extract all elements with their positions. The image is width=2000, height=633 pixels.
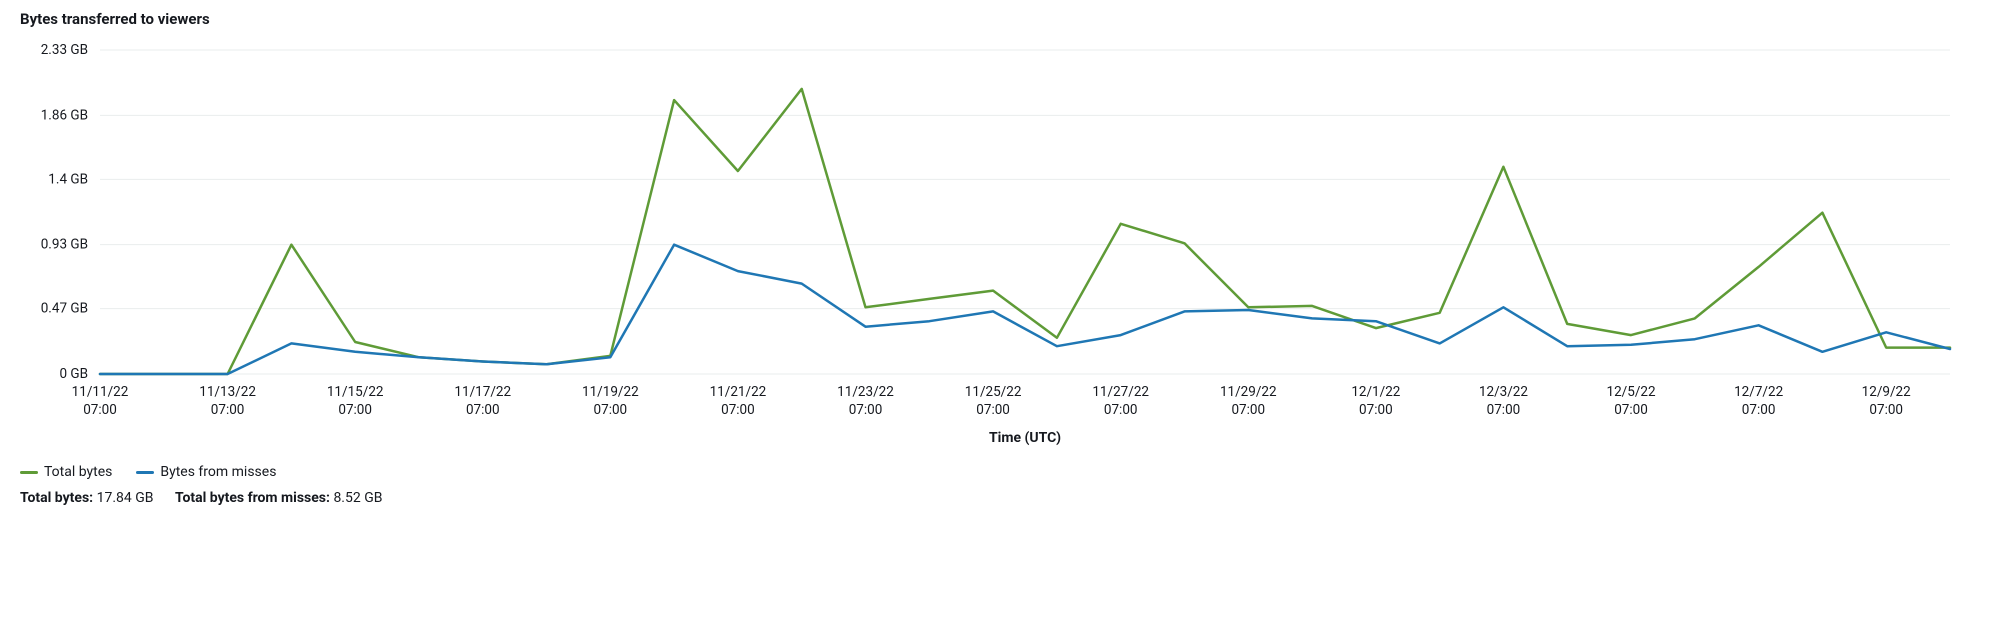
- summary-total-bytes-label: Total bytes:: [20, 490, 93, 506]
- svg-text:11/25/2207:00: 11/25/2207:00: [965, 384, 1022, 418]
- svg-text:12/7/2207:00: 12/7/2207:00: [1734, 384, 1783, 418]
- legend-label: Bytes from misses: [160, 464, 276, 480]
- chart-title: Bytes transferred to viewers: [20, 10, 1980, 28]
- chart-summary: Total bytes: 17.84 GB Total bytes from m…: [20, 490, 1980, 506]
- chart-legend: Total bytes Bytes from misses: [20, 464, 1980, 480]
- svg-text:11/11/2207:00: 11/11/2207:00: [72, 384, 129, 418]
- svg-text:11/27/2207:00: 11/27/2207:00: [1092, 384, 1149, 418]
- legend-swatch: [20, 471, 38, 474]
- legend-label: Total bytes: [44, 464, 112, 480]
- svg-text:Time (UTC): Time (UTC): [989, 430, 1061, 446]
- svg-text:0.47 GB: 0.47 GB: [41, 301, 88, 317]
- svg-text:2.33 GB: 2.33 GB: [41, 42, 88, 58]
- summary-total-bytes-value: 17.84 GB: [97, 490, 154, 506]
- svg-text:12/1/2207:00: 12/1/2207:00: [1351, 384, 1400, 418]
- chart-svg: 0 GB 0.47 GB 0.93 GB 1.4 GB 1.86 GB 2.33 GB 11…: [20, 34, 1980, 454]
- svg-text:0 GB: 0 GB: [59, 366, 88, 382]
- svg-text:11/13/2207:00: 11/13/2207:00: [199, 384, 256, 418]
- svg-text:11/21/2207:00: 11/21/2207:00: [710, 384, 767, 418]
- svg-text:0.93 GB: 0.93 GB: [41, 237, 88, 253]
- svg-text:11/29/2207:00: 11/29/2207:00: [1220, 384, 1277, 418]
- svg-text:12/9/2207:00: 12/9/2207:00: [1862, 384, 1911, 418]
- svg-text:11/17/2207:00: 11/17/2207:00: [454, 384, 511, 418]
- svg-text:12/5/2207:00: 12/5/2207:00: [1606, 384, 1655, 418]
- summary-total-misses-value: 8.52 GB: [333, 490, 382, 506]
- summary-total-misses-label: Total bytes from misses:: [175, 490, 330, 506]
- svg-text:11/23/2207:00: 11/23/2207:00: [837, 384, 894, 418]
- legend-item-total-bytes[interactable]: Total bytes: [20, 464, 112, 480]
- line-chart: 0 GB 0.47 GB 0.93 GB 1.4 GB 1.86 GB 2.33 GB 11…: [20, 34, 1980, 454]
- svg-text:12/3/2207:00: 12/3/2207:00: [1479, 384, 1528, 418]
- svg-text:11/19/2207:00: 11/19/2207:00: [582, 384, 639, 418]
- svg-text:1.86 GB: 1.86 GB: [41, 107, 88, 123]
- svg-text:11/15/2207:00: 11/15/2207:00: [327, 384, 384, 418]
- legend-swatch: [136, 471, 154, 474]
- legend-item-bytes-from-misses[interactable]: Bytes from misses: [136, 464, 276, 480]
- svg-text:1.4 GB: 1.4 GB: [48, 171, 88, 187]
